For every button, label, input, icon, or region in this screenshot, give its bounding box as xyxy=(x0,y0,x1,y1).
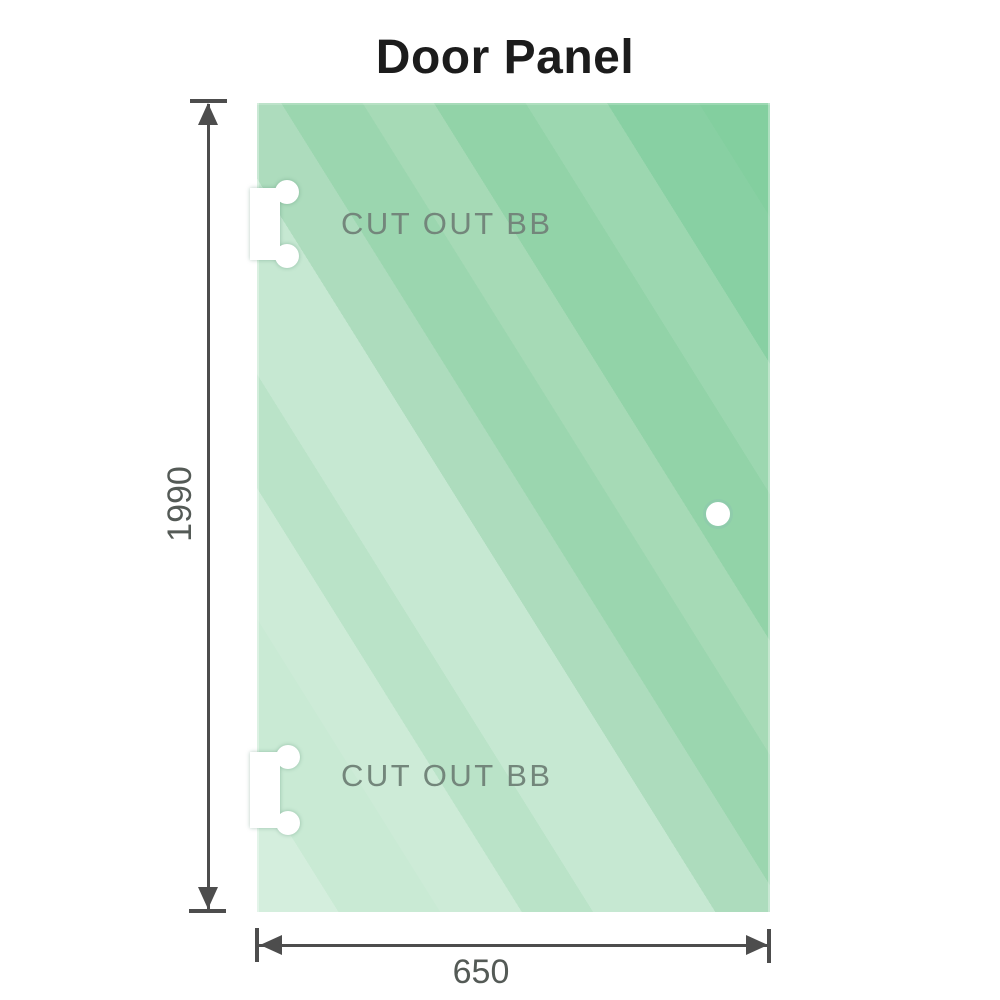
arrow-left-icon xyxy=(260,935,282,955)
arrow-up-icon xyxy=(198,103,218,125)
width-dimension-cap-left xyxy=(255,928,259,962)
width-dimension-line xyxy=(259,944,769,947)
cutout-label-bottom: CUT OUT BB xyxy=(341,758,553,793)
hinge-cutout-top-icon xyxy=(250,180,299,268)
glass-panel xyxy=(257,103,770,912)
arrow-right-icon xyxy=(746,935,768,955)
width-dimension-cap-right xyxy=(767,929,771,963)
diagram-title: Door Panel xyxy=(375,31,635,84)
height-dimension-line xyxy=(207,104,210,910)
height-dimension-label: 1990 xyxy=(161,466,199,542)
hinge-cutout-bottom-icon xyxy=(250,745,300,835)
arrow-down-icon xyxy=(198,887,218,909)
height-dimension-cap-top xyxy=(190,99,227,103)
cutout-label-top: CUT OUT BB xyxy=(341,206,553,241)
height-dimension-cap-bottom xyxy=(189,909,226,913)
handle-hole-icon xyxy=(703,499,733,529)
width-dimension-label: 650 xyxy=(452,953,510,991)
